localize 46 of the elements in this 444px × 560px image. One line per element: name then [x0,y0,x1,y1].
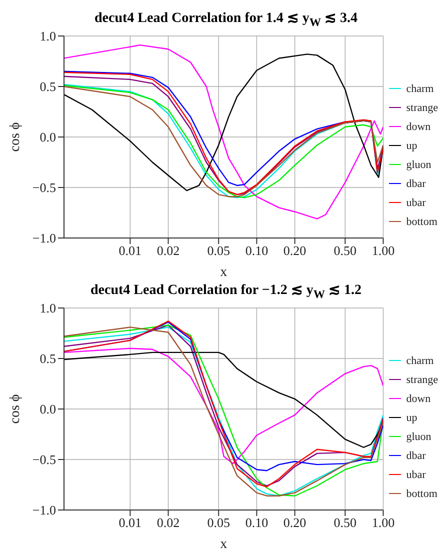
legend-label: charm [406,354,434,366]
legend-label: charm [406,82,434,94]
x-tick-label: 0.50 [334,243,357,258]
legend-label: down [406,392,431,404]
x-tick-label: 0.10 [245,515,268,530]
y-tick-label: 0.0 [40,130,56,145]
chart-title: decut4 Lead Correlation for 1.4 ≲ y$_{W}$ ≲ 3.4 [93,10,358,30]
y-tick-label: 0.0 [40,402,56,417]
x-tick-label: 0.10 [245,243,268,258]
x-tick-label: 0.05 [207,243,230,258]
legend-label: up [406,140,418,152]
x-tick-label: 0.20 [283,515,306,530]
x-tick-label: 0.02 [156,243,180,258]
y-axis-title: cos ϕ [8,394,23,424]
y-tick-label: −1.0 [32,230,56,246]
x-tick-label: 1.00 [372,515,395,530]
y-tick-label: 1.0 [40,300,56,316]
y-tick-label: 0.5 [40,351,56,366]
y-axis-title: cos ϕ [8,122,23,152]
y-tick-label: 0.5 [40,79,56,94]
y-tick-label: −0.5 [32,180,56,196]
x-axis-title: x [220,265,228,280]
legend-label: down [406,120,431,132]
x-tick-label: 0.20 [283,243,306,258]
legend-label: dbar [406,450,426,462]
legend-label: gluon [406,430,432,442]
x-tick-label: 0.01 [118,243,142,258]
legend-label: ubar [406,196,426,208]
x-tick-label: 0.50 [334,515,357,530]
legend-label: up [406,412,418,424]
legend-label: strange [406,374,438,386]
legend-label: strange [406,102,438,114]
x-tick-label: 1.00 [372,243,395,258]
x-tick-label: 0.05 [207,515,230,530]
legend-label: gluon [406,158,432,170]
chart-title: decut4 Lead Correlation for −1.2 ≲ y$_{W}$ ≲ 1.2 [90,282,362,302]
y-tick-label: −0.5 [32,452,56,468]
legend-label: bottom [406,488,438,500]
x-tick-label: 0.02 [156,515,180,530]
x-tick-label: 0.01 [118,515,142,530]
x-axis-title: x [220,537,228,552]
y-tick-label: 1.0 [40,28,56,44]
y-tick-label: −1.0 [32,502,56,518]
legend-label: dbar [406,178,426,190]
legend-label: ubar [406,468,426,480]
legend-label: bottom [406,216,438,228]
